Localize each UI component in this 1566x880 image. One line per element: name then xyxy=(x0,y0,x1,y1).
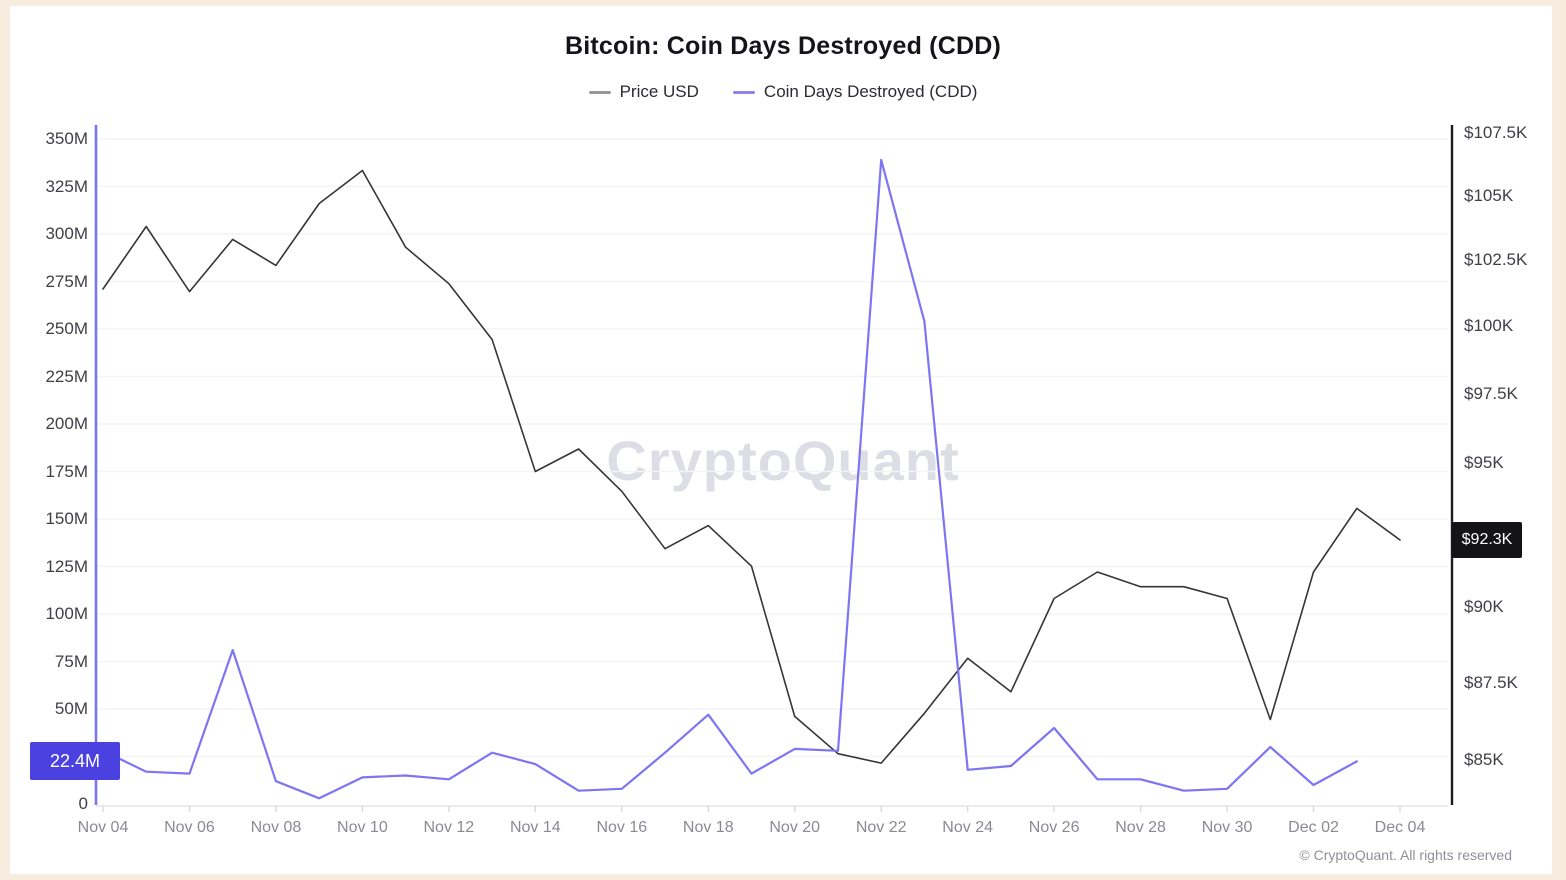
chart-legend: Price USD Coin Days Destroyed (CDD) xyxy=(0,82,1566,102)
x-tick-label: Dec 04 xyxy=(1374,819,1426,836)
y-right-tick-label: $95K xyxy=(1464,453,1504,473)
y-right-tick-label: $97.5K xyxy=(1464,383,1518,403)
y-right-tick-label: $102.5K xyxy=(1464,250,1528,270)
x-tick-label: Nov 04 xyxy=(77,819,129,836)
y-left-tick-label: 75M xyxy=(54,651,88,671)
series-line-right xyxy=(102,169,1401,764)
series-line-left xyxy=(101,158,1358,800)
price-line-swatch-icon xyxy=(588,90,611,94)
y-left-tick-label: 350M xyxy=(45,129,88,148)
legend-item-price[interactable]: Price USD xyxy=(588,82,699,102)
x-tick-label: Nov 08 xyxy=(250,819,302,836)
x-tick-label: Nov 28 xyxy=(1115,819,1166,836)
y-left-tick-label: 150M xyxy=(45,509,88,528)
y-left-tick-label: 200M xyxy=(45,414,88,433)
x-tick-label: Nov 24 xyxy=(942,819,993,836)
x-tick-label: Nov 10 xyxy=(337,819,388,836)
y-left-tick-label: 300M xyxy=(45,224,88,243)
price-last-value-badge: $92.3K xyxy=(1452,522,1522,559)
y-right-tick-label: $107.5K xyxy=(1464,123,1528,142)
cdd-line-swatch-icon xyxy=(732,90,755,94)
cryptoquant-watermark: CryptoQuant xyxy=(606,429,960,492)
x-tick-label: Nov 06 xyxy=(164,819,215,836)
y-right-tick-label: $90K xyxy=(1464,597,1504,617)
y-right-tick-label: $85K xyxy=(1464,750,1504,769)
y-right-tick-label: $87.5K xyxy=(1464,672,1518,692)
legend-label-price: Price USD xyxy=(619,82,699,101)
legend-item-cdd[interactable]: Coin Days Destroyed (CDD) xyxy=(732,82,978,102)
y-right-tick-label: $105K xyxy=(1464,185,1514,205)
cdd-last-value-badge: 22.4M xyxy=(30,742,120,781)
y-left-tick-label: 225M xyxy=(45,366,88,386)
y-left-tick-label: 275M xyxy=(45,271,88,291)
x-tick-label: Nov 22 xyxy=(855,819,907,836)
x-tick-label: Nov 30 xyxy=(1201,819,1253,836)
y-left-tick-label: 250M xyxy=(45,319,88,338)
y-left-tick-label: 325M xyxy=(45,176,88,196)
chart-card xyxy=(10,6,1552,874)
x-tick-label: Dec 02 xyxy=(1288,819,1339,836)
x-tick-label: Nov 14 xyxy=(509,819,561,836)
y-right-tick-label: $100K xyxy=(1464,316,1514,336)
legend-label-cdd: Coin Days Destroyed (CDD) xyxy=(763,82,978,101)
x-tick-label: Nov 12 xyxy=(423,819,475,836)
y-left-tick-label: 50M xyxy=(54,699,88,718)
y-left-tick-label: 0 xyxy=(78,794,88,813)
chart-title: Bitcoin: Coin Days Destroyed (CDD) xyxy=(564,32,1001,60)
x-tick-label: Nov 18 xyxy=(682,819,734,836)
copyright-notice: © CryptoQuant. All rights reserved xyxy=(1299,847,1512,863)
y-left-tick-label: 125M xyxy=(45,556,88,576)
x-tick-label: Nov 26 xyxy=(1028,819,1080,836)
x-tick-label: Nov 16 xyxy=(596,819,648,836)
y-left-tick-label: 100M xyxy=(45,604,88,623)
y-left-tick-label: 175M xyxy=(45,461,88,481)
x-tick-label: Nov 20 xyxy=(769,819,821,836)
